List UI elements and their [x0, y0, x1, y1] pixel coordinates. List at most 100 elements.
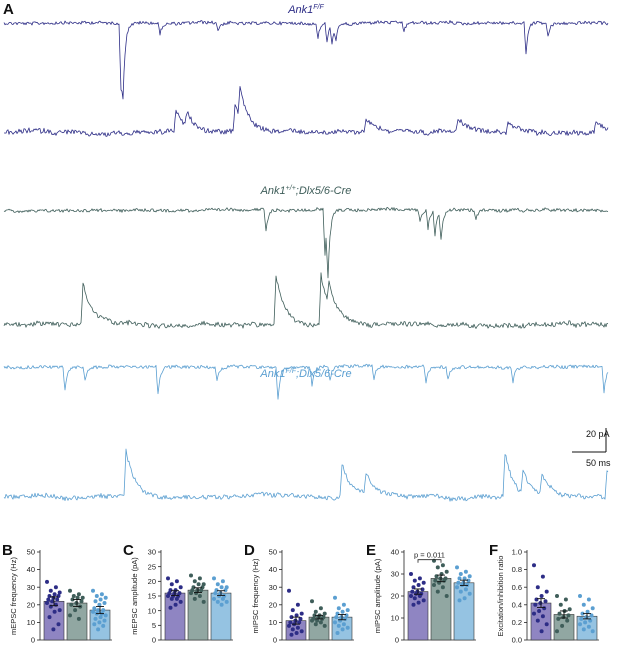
y-tick-label: 5 [152, 621, 156, 630]
data-point [318, 606, 323, 611]
data-point [435, 565, 440, 570]
data-point [540, 614, 545, 619]
data-point [299, 611, 304, 616]
panel-b-letter: B [2, 542, 13, 559]
data-point [336, 606, 341, 611]
data-point [435, 589, 440, 594]
data-point [540, 574, 545, 579]
panel-b-ylabel: mEPSC frequency (Hz) [9, 557, 18, 635]
data-point [539, 594, 544, 598]
data-point [91, 588, 95, 593]
data-point [75, 595, 80, 600]
data-point [416, 600, 421, 605]
data-point [532, 563, 536, 568]
data-point [458, 589, 463, 594]
data-point [417, 594, 422, 598]
scale-bar: 20 pA 50 ms [572, 428, 611, 468]
data-point [295, 625, 300, 630]
data-point [560, 623, 565, 628]
y-tick-label: 30 [269, 583, 277, 592]
data-point [463, 569, 468, 574]
data-point [190, 588, 195, 593]
data-point [50, 599, 55, 604]
data-point [45, 579, 49, 584]
data-point [566, 613, 571, 618]
data-point [466, 578, 471, 583]
current-traces [3, 20, 609, 502]
data-point [579, 616, 584, 621]
data-point [411, 602, 416, 607]
scale-bar-amplitude-label: 20 pA [586, 429, 610, 439]
y-tick-label: 30 [27, 583, 35, 592]
data-point [581, 602, 586, 607]
data-point [585, 609, 590, 614]
data-point [76, 616, 81, 621]
data-point [290, 627, 295, 632]
data-point [433, 578, 438, 583]
data-point [212, 576, 216, 581]
data-point [73, 608, 78, 613]
data-point [543, 599, 548, 604]
data-point [96, 627, 101, 632]
data-point [201, 599, 206, 604]
data-point [288, 620, 293, 625]
y-tick-label: 0.2 [512, 618, 522, 627]
data-point [166, 576, 170, 581]
data-point [544, 589, 549, 594]
data-point [70, 597, 75, 602]
y-tick-label: 0 [273, 636, 277, 645]
data-point [344, 613, 349, 618]
data-point [93, 599, 98, 604]
data-point [69, 602, 74, 607]
data-point [45, 601, 49, 605]
data-point [290, 608, 295, 613]
data-point [102, 601, 107, 605]
data-point [339, 615, 344, 620]
data-point [197, 594, 202, 598]
significance-bracket [417, 559, 442, 563]
data-point [538, 601, 543, 605]
data-point [76, 592, 81, 597]
y-tick-label: 10 [269, 618, 277, 627]
data-point [287, 588, 291, 593]
data-point [563, 597, 568, 602]
y-tick-label: 20 [27, 600, 35, 609]
data-point [590, 629, 595, 634]
data-point [295, 602, 300, 607]
data-point [432, 583, 436, 587]
data-point [57, 608, 62, 613]
data-point [192, 596, 197, 601]
data-point [535, 618, 540, 623]
data-point [178, 599, 183, 604]
y-tick-label: 0 [395, 636, 399, 645]
data-point [412, 578, 417, 583]
data-point [455, 585, 459, 590]
data-point [438, 576, 443, 581]
data-point [544, 622, 549, 627]
data-point [456, 580, 461, 585]
group-3-label-sup: F/F [285, 368, 296, 375]
data-point [535, 585, 540, 590]
data-point [289, 632, 294, 637]
data-point [197, 576, 202, 581]
trace-group-2-upper [3, 206, 609, 279]
data-point [215, 599, 220, 604]
panel-f-letter: F [489, 542, 498, 559]
data-point [335, 611, 340, 616]
data-point [335, 631, 340, 635]
data-point [417, 576, 422, 581]
data-point [444, 594, 449, 598]
data-point [98, 597, 103, 602]
data-point [467, 574, 472, 579]
data-point [421, 598, 426, 603]
data-point [567, 607, 572, 612]
data-point [166, 594, 170, 598]
data-point [578, 622, 582, 627]
data-point [196, 582, 201, 587]
y-tick-label: 1.0 [512, 548, 522, 557]
data-point [192, 579, 197, 584]
data-point [48, 604, 53, 609]
data-point [68, 613, 72, 618]
data-point [94, 594, 99, 598]
